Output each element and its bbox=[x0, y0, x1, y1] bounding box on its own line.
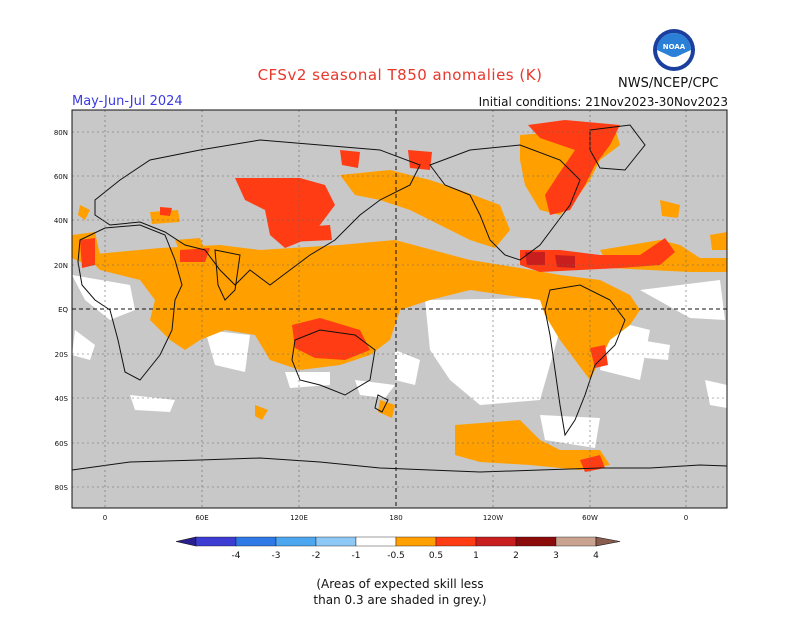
footnote-line-1: (Areas of expected skill less bbox=[316, 577, 484, 591]
footnote: (Areas of expected skill less than 0.3 a… bbox=[0, 576, 800, 608]
legend-arrow-low bbox=[175, 536, 197, 547]
noaa-logo: NOAA bbox=[653, 29, 695, 71]
legend-tick-label: -2 bbox=[312, 551, 321, 561]
strong-positive-anomaly-regions bbox=[80, 120, 675, 472]
lat-label: 80S bbox=[55, 484, 69, 492]
legend-swatch bbox=[315, 536, 357, 547]
organization-label: NWS/NCEP/CPC bbox=[618, 76, 719, 91]
map-frame bbox=[71, 109, 728, 509]
lon-label: 0 bbox=[684, 514, 688, 522]
lat-label: 60N bbox=[54, 173, 68, 181]
lat-label: EQ bbox=[58, 306, 68, 314]
legend-swatch bbox=[435, 536, 477, 547]
logo-text: NOAA bbox=[663, 43, 686, 51]
legend-tick-label: 1 bbox=[473, 551, 479, 561]
lon-label: 120E bbox=[290, 514, 308, 522]
lon-label: 120W bbox=[483, 514, 503, 522]
lat-label: 20N bbox=[54, 262, 68, 270]
lat-label: 80N bbox=[54, 129, 68, 137]
legend-swatch bbox=[275, 536, 317, 547]
legend-tick-label: -0.5 bbox=[387, 551, 405, 561]
map-title: CFSv2 seasonal T850 anomalies (K) bbox=[257, 66, 543, 84]
lon-label: 0 bbox=[103, 514, 107, 522]
legend-tick-label: -1 bbox=[352, 551, 361, 561]
legend-tick-label: 4 bbox=[593, 551, 599, 561]
lat-label: 40S bbox=[55, 395, 69, 403]
map-background bbox=[72, 110, 727, 508]
legend-arrow-high bbox=[595, 536, 621, 547]
season-label: May-Jun-Jul 2024 bbox=[72, 94, 183, 109]
color-legend: -4 -3 -2 -1 -0.5 0.5 1 2 3 4 bbox=[175, 536, 621, 561]
legend-tick-label: 0.5 bbox=[429, 551, 443, 561]
legend-tick-label: -4 bbox=[232, 551, 241, 561]
lon-label: 180 bbox=[389, 514, 402, 522]
legend-swatch bbox=[355, 536, 397, 547]
map-grid bbox=[72, 110, 727, 508]
longitude-labels: 0 60E 120E 180 120W 60W 0 bbox=[103, 514, 688, 522]
initial-conditions-label: Initial conditions: 21Nov2023-30Nov2023 bbox=[478, 95, 728, 109]
lat-label: 40N bbox=[54, 217, 68, 225]
lat-label: 60S bbox=[55, 440, 69, 448]
legend-swatch bbox=[515, 536, 557, 547]
lon-label: 60E bbox=[195, 514, 208, 522]
legend-tick-label: -3 bbox=[272, 551, 281, 561]
lat-label: 20S bbox=[55, 351, 69, 359]
legend-swatch bbox=[235, 536, 277, 547]
legend-swatch bbox=[195, 536, 237, 547]
footnote-line-2: than 0.3 are shaded in grey.) bbox=[313, 593, 487, 607]
legend-tick-label: 2 bbox=[513, 551, 519, 561]
legend-swatch bbox=[555, 536, 597, 547]
latitude-labels: 80N 60N 40N 20N EQ 20S 40S 60S 80S bbox=[54, 129, 69, 492]
very-strong-positive-anomaly-regions bbox=[525, 252, 575, 268]
lon-label: 60W bbox=[582, 514, 598, 522]
legend-swatch bbox=[475, 536, 517, 547]
equator-dateline bbox=[72, 110, 727, 508]
legend-swatch bbox=[395, 536, 437, 547]
legend-tick-label: 3 bbox=[553, 551, 559, 561]
